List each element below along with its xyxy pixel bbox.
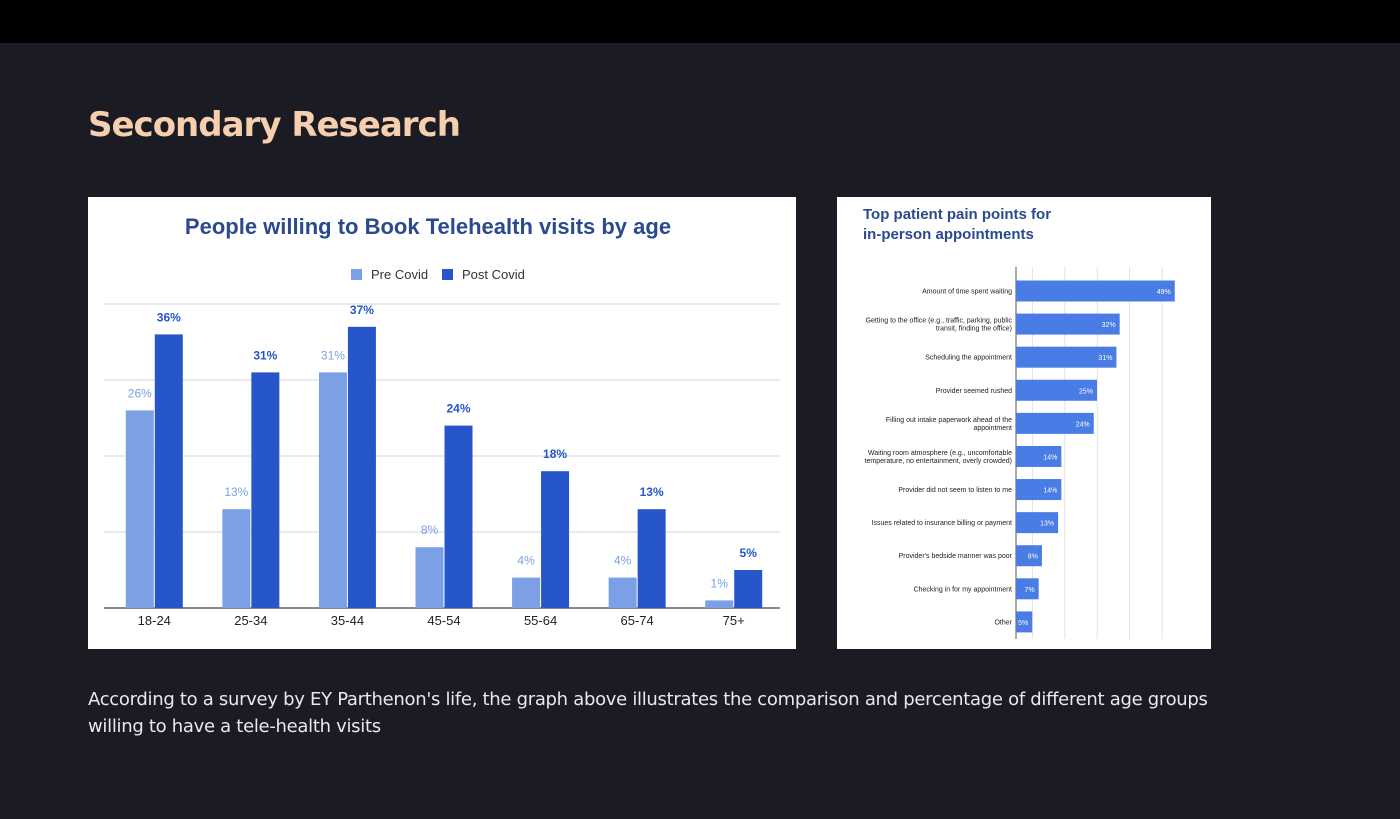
legend-swatch — [351, 269, 362, 280]
bar-post-covid — [734, 570, 763, 608]
pain-points-chart-svg: Top patient pain points for in-person app… — [863, 206, 1175, 639]
data-label: 36% — [157, 310, 181, 324]
legend-label: Pre Covid — [371, 267, 428, 282]
data-label: 14% — [1043, 488, 1057, 495]
bar — [1016, 611, 1033, 633]
page-title: Secondary Research — [88, 105, 461, 145]
category-label: Other — [994, 619, 1012, 626]
bar-post-covid — [541, 471, 570, 608]
data-label: 4% — [517, 554, 535, 568]
bar — [1016, 445, 1062, 467]
data-label: 31% — [1098, 355, 1112, 362]
data-label: 32% — [1102, 322, 1116, 329]
data-label: 13% — [1040, 521, 1054, 528]
bar-pre-covid — [512, 577, 541, 608]
legend-label: Post Covid — [462, 267, 525, 282]
category-label: Filling out intake paperwork ahead of th… — [886, 417, 1012, 424]
category-label: Checking in for my appointment — [914, 586, 1012, 593]
bar — [1016, 346, 1117, 368]
bar-pre-covid — [125, 410, 154, 608]
top-bar — [0, 0, 1400, 43]
bar-post-covid — [154, 334, 183, 608]
category-label: Amount of time spent waiting — [922, 289, 1012, 296]
data-label: 8% — [421, 523, 439, 537]
bar-pre-covid — [318, 372, 347, 608]
data-label: 26% — [128, 386, 152, 400]
chart-title: Top patient pain points for — [863, 206, 1051, 223]
category-label: Waiting room atmosphere (e.g., uncomfort… — [868, 450, 1012, 457]
tick-label: 25-34 — [234, 613, 267, 628]
bar — [1016, 578, 1039, 600]
tick-label: 75+ — [723, 613, 745, 628]
bar — [1016, 313, 1120, 335]
tick-label: 45-54 — [427, 613, 460, 628]
data-label: 7% — [1025, 587, 1035, 594]
category-label: Provider's bedside manner was poor — [899, 553, 1013, 560]
tick-label: 35-44 — [331, 613, 364, 628]
pain-points-chart: Top patient pain points for in-person app… — [837, 197, 1211, 649]
data-label: 24% — [1076, 421, 1090, 428]
bar-pre-covid — [705, 600, 734, 608]
data-label: 37% — [350, 303, 374, 317]
caption-text: According to a survey by EY Parthenon's … — [88, 689, 1208, 737]
data-label: 5% — [1018, 620, 1028, 627]
data-label: 13% — [224, 485, 248, 499]
data-label: 49% — [1157, 289, 1171, 296]
data-label: 14% — [1043, 454, 1057, 461]
data-label: 31% — [321, 348, 345, 362]
category-label: Provider did not seem to listen to me — [898, 487, 1012, 494]
data-label: 8% — [1028, 554, 1038, 561]
data-label: 4% — [614, 554, 632, 568]
chart-title: People willing to Book Telehealth visits… — [185, 214, 671, 239]
data-label: 24% — [446, 402, 470, 416]
legend-swatch — [442, 269, 453, 280]
bar-pre-covid — [222, 509, 251, 608]
chart-title: in-person appointments — [863, 226, 1034, 243]
data-label: 1% — [711, 576, 729, 590]
bar — [1016, 479, 1062, 501]
bar — [1016, 379, 1097, 401]
category-label: Provider seemed rushed — [936, 388, 1012, 395]
bar-post-covid — [347, 326, 376, 608]
tick-label: 55-64 — [524, 613, 557, 628]
category-label: Getting to the office (e.g., traffic, pa… — [866, 318, 1013, 325]
bar-post-covid — [444, 425, 473, 608]
category-label: transit, finding the office) — [936, 326, 1012, 333]
bar — [1016, 412, 1094, 434]
bar — [1016, 512, 1059, 534]
tick-label: 65-74 — [621, 613, 654, 628]
bar-pre-covid — [608, 577, 637, 608]
bar — [1016, 545, 1042, 567]
bar-post-covid — [637, 509, 666, 608]
category-label: Issues related to insurance billing or p… — [872, 520, 1013, 527]
data-label: 18% — [543, 447, 567, 461]
data-label: 31% — [253, 348, 277, 362]
data-label: 13% — [640, 485, 664, 499]
bar-pre-covid — [415, 547, 444, 608]
category-label: temperature, no entertainment, overly cr… — [865, 458, 1012, 465]
telehealth-age-chart: People willing to Book Telehealth visits… — [88, 197, 796, 649]
category-label: Scheduling the appointment — [925, 355, 1012, 362]
data-label: 5% — [740, 546, 758, 560]
category-label: appointment — [973, 425, 1012, 432]
bar-post-covid — [251, 372, 280, 608]
tick-label: 18-24 — [138, 613, 171, 628]
data-label: 25% — [1079, 388, 1093, 395]
telehealth-age-chart-svg: People willing to Book Telehealth visits… — [104, 214, 780, 628]
bar — [1016, 280, 1175, 302]
